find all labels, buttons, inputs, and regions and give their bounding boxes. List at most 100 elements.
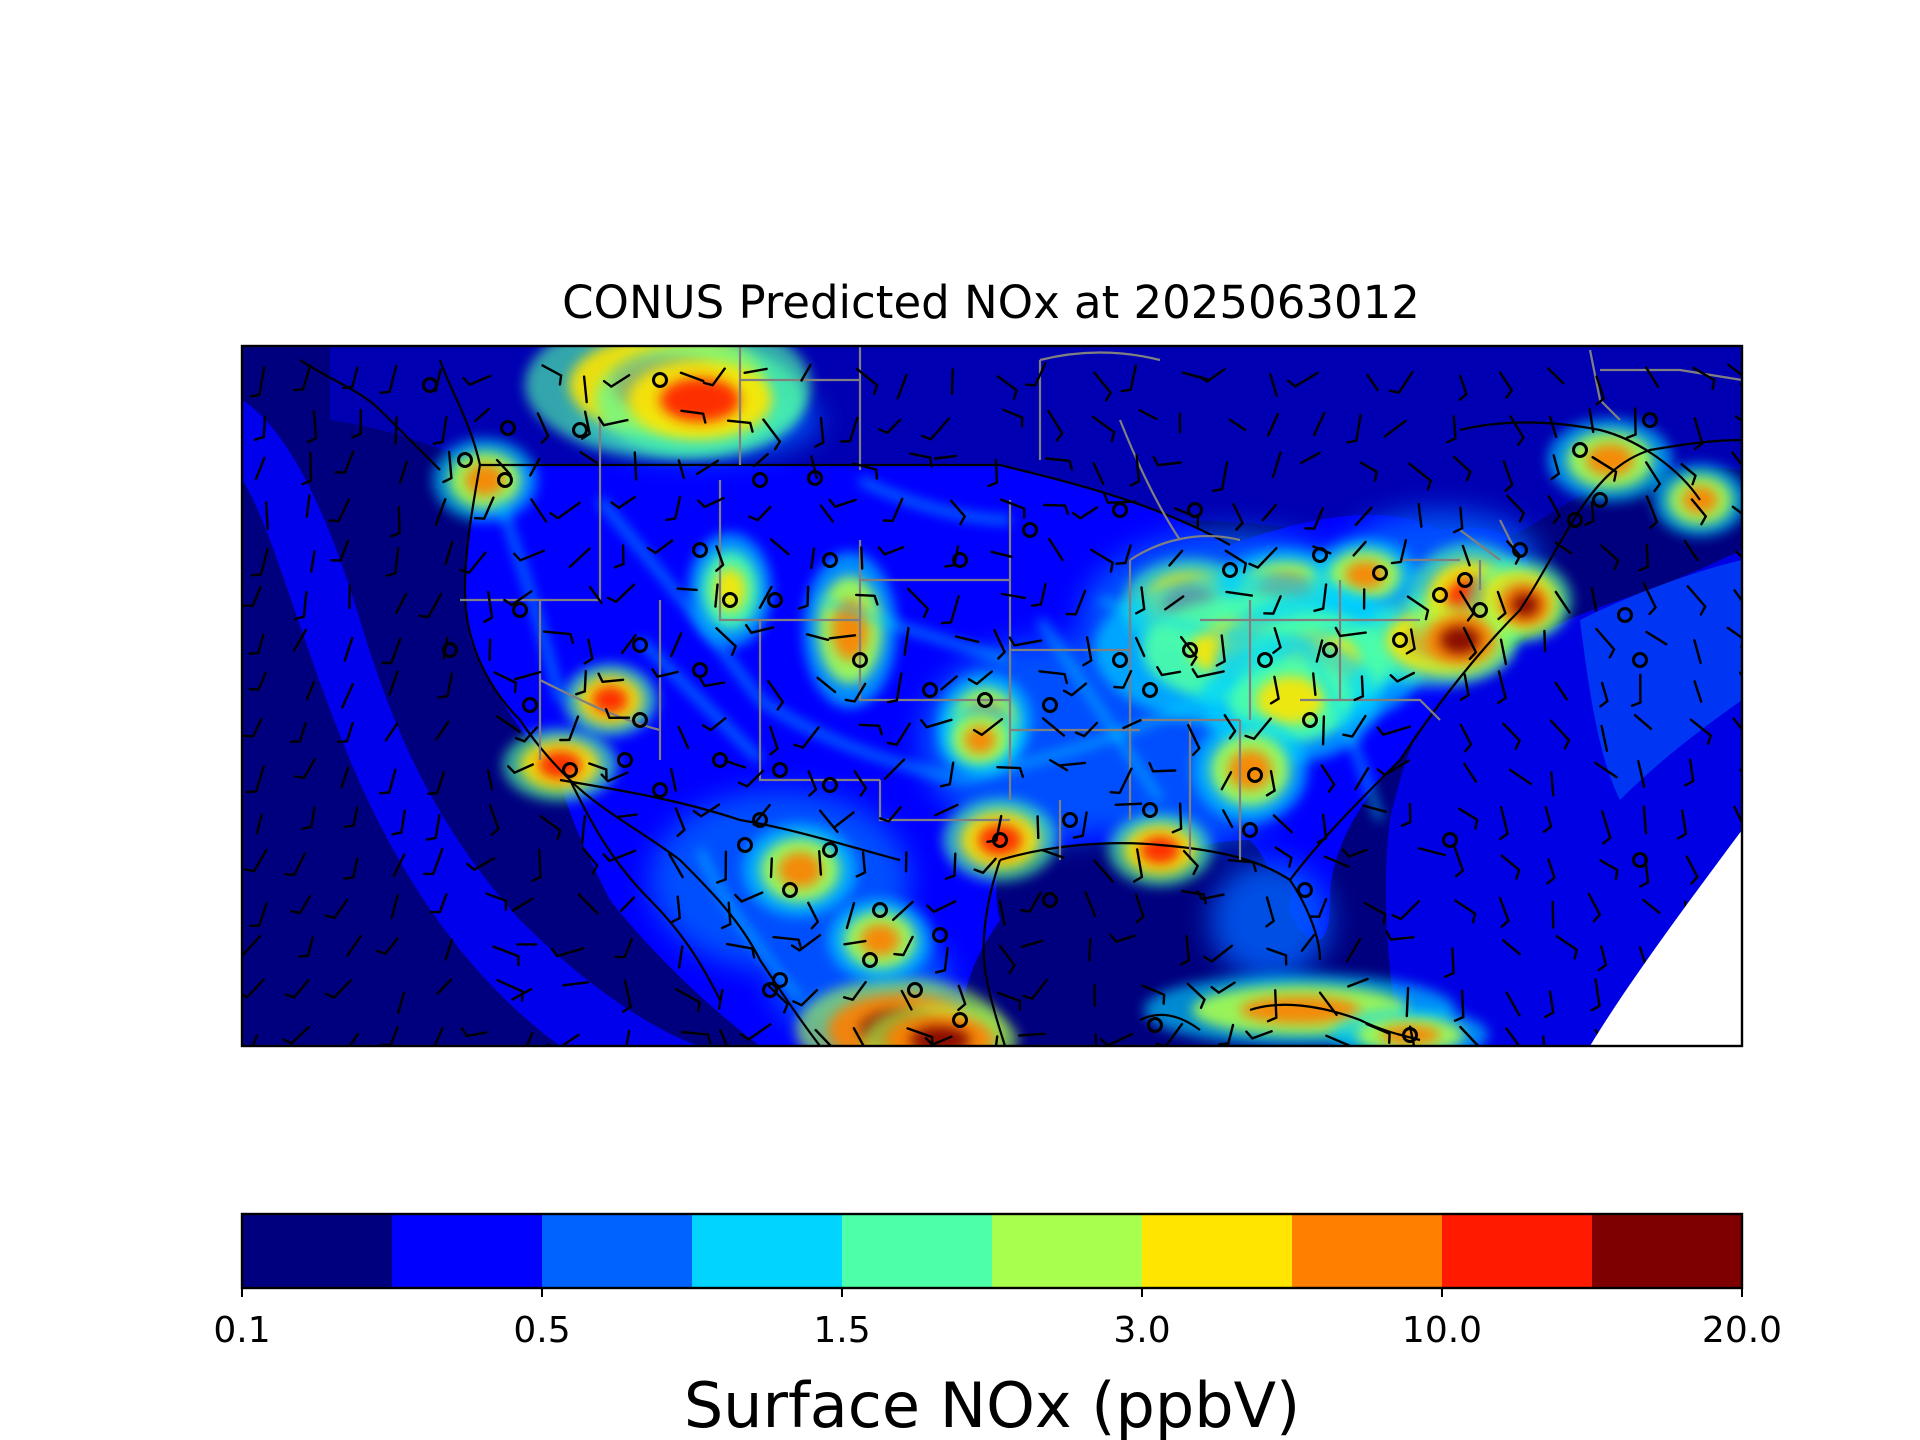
wind-barb xyxy=(1390,539,1408,565)
wind-barb xyxy=(492,945,520,967)
wind-barb xyxy=(244,848,268,873)
wind-barb xyxy=(253,415,267,441)
wind-barb xyxy=(772,935,803,950)
wind-barb xyxy=(559,715,580,742)
wind-barb xyxy=(1498,896,1510,928)
wind-barb xyxy=(284,978,310,999)
wind-barb xyxy=(398,460,408,484)
wind-barb xyxy=(427,771,445,795)
wind-barb xyxy=(381,637,402,665)
wind-barb xyxy=(1272,814,1293,834)
calm-wind-circle xyxy=(762,982,778,998)
wind-barb xyxy=(1600,544,1620,571)
wind-barb xyxy=(1109,933,1136,943)
wind-barb xyxy=(957,984,967,1012)
colorbar-tick-label: 3.0 xyxy=(1113,1310,1170,1351)
wind-barb xyxy=(819,504,834,523)
colorbar-segment xyxy=(392,1214,543,1288)
wind-barb xyxy=(717,988,724,1010)
wind-barb xyxy=(805,633,830,642)
wind-barb xyxy=(305,494,311,518)
wind-barb xyxy=(998,899,1006,926)
wind-barb xyxy=(1376,759,1410,777)
wind-barb xyxy=(1734,415,1742,423)
wind-barb xyxy=(507,763,534,774)
wind-barb xyxy=(1502,722,1521,750)
wind-barb xyxy=(769,725,779,756)
corridor-streak xyxy=(819,597,1011,663)
wind-barb xyxy=(389,506,401,538)
wind-barb xyxy=(1091,415,1116,443)
wind-barb xyxy=(1244,717,1272,740)
wind-barb xyxy=(972,718,1004,736)
wind-barb xyxy=(1555,935,1578,960)
wind-barb xyxy=(1135,586,1146,615)
wind-barb xyxy=(828,498,857,508)
wind-barb xyxy=(883,758,906,780)
wind-barb xyxy=(1408,462,1432,491)
wind-barb xyxy=(1210,981,1236,994)
wind-barb xyxy=(670,632,683,658)
wind-barb xyxy=(583,638,594,665)
wind-barb xyxy=(1452,455,1472,482)
wind-barb xyxy=(1312,672,1317,697)
calm-wind-circle xyxy=(767,592,783,608)
calm-wind-circle xyxy=(712,752,728,768)
wind-barb xyxy=(1354,766,1370,791)
wind-barb xyxy=(950,499,966,526)
wind-barb xyxy=(1300,451,1321,464)
colorbar-segment xyxy=(842,1214,993,1288)
wind-barb xyxy=(1365,1022,1391,1044)
wind-barb xyxy=(1588,408,1595,434)
wind-barb xyxy=(758,585,773,609)
calm-wind-circle xyxy=(872,902,888,918)
wind-barb xyxy=(1323,855,1350,868)
wind-barb xyxy=(1600,724,1609,752)
nodata-region xyxy=(1590,830,1742,1046)
wind-barb xyxy=(597,672,625,683)
wind-barb xyxy=(1269,373,1278,397)
wind-barb xyxy=(602,849,637,863)
calm-wind-circle xyxy=(422,377,438,393)
wind-barb xyxy=(249,366,266,398)
colorbar-segment xyxy=(1142,1214,1293,1288)
calm-wind-circle xyxy=(512,602,528,618)
wind-barb xyxy=(621,634,637,654)
wind-barb xyxy=(1164,595,1185,611)
wind-barb xyxy=(486,769,494,791)
wind-barb xyxy=(301,806,316,830)
calm-wind-circle xyxy=(497,472,513,488)
calm-wind-circle xyxy=(1512,542,1528,558)
wind-barb xyxy=(670,895,681,924)
wind-barb xyxy=(1599,681,1609,708)
calm-wind-circle xyxy=(752,812,768,828)
wind-barb xyxy=(340,766,350,789)
wind-barb xyxy=(1626,407,1637,439)
calm-wind-circle xyxy=(1247,767,1263,783)
wind-barb xyxy=(1376,725,1412,736)
wind-barb xyxy=(579,451,598,464)
wind-barb xyxy=(1036,815,1040,840)
wind-barb xyxy=(1312,411,1326,437)
wind-barb xyxy=(242,585,262,607)
wind-barb xyxy=(1320,764,1336,793)
wind-barb xyxy=(677,945,684,969)
wind-barb xyxy=(336,721,354,744)
calm-wind-circle xyxy=(652,372,668,388)
wind-barb xyxy=(1388,370,1414,394)
map-frame xyxy=(240,344,1744,1048)
wind-barb xyxy=(1156,666,1182,677)
wind-barb xyxy=(1554,681,1568,701)
calm-wind-circle xyxy=(772,762,788,778)
wind-barb xyxy=(994,1035,999,1046)
wind-barb xyxy=(1129,454,1141,487)
wind-barb xyxy=(1018,1032,1046,1037)
calm-wind-circle xyxy=(822,842,838,858)
wind-barb xyxy=(1071,506,1099,520)
wind-barb xyxy=(855,851,867,878)
colorbar-tick-label: 20.0 xyxy=(1702,1310,1782,1351)
wind-barb xyxy=(1030,582,1047,607)
wind-barb xyxy=(600,771,629,783)
wind-barb xyxy=(330,539,350,562)
pacific-band xyxy=(242,400,700,1046)
